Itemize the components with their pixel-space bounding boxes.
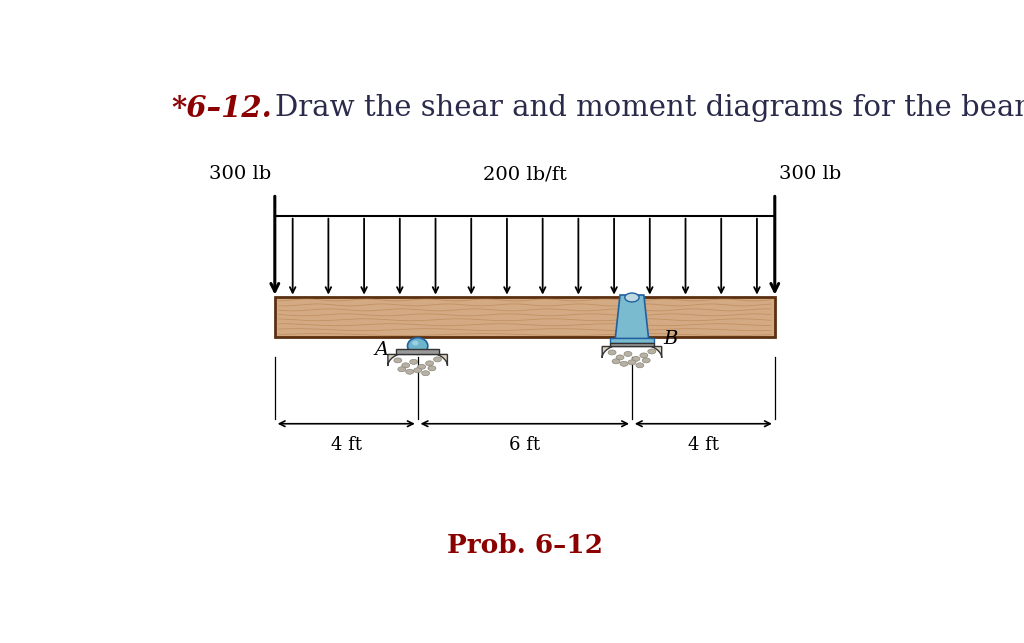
Text: Draw the shear and moment diagrams for the beam.: Draw the shear and moment diagrams for t… [274, 95, 1024, 122]
Text: *6–12.: *6–12. [172, 95, 272, 123]
Ellipse shape [408, 338, 428, 354]
Circle shape [401, 363, 410, 368]
Circle shape [612, 359, 621, 364]
Circle shape [608, 350, 616, 355]
Circle shape [621, 361, 628, 367]
Circle shape [397, 367, 406, 372]
Ellipse shape [412, 341, 419, 345]
Circle shape [632, 356, 640, 361]
Text: 4 ft: 4 ft [331, 436, 361, 454]
Bar [274, 298, 775, 337]
Text: 300 lb: 300 lb [209, 165, 270, 183]
Polygon shape [602, 343, 662, 358]
Text: 4 ft: 4 ft [688, 436, 719, 454]
Circle shape [394, 358, 401, 363]
Circle shape [628, 360, 636, 365]
Text: A: A [375, 341, 389, 359]
Text: 200 lb/ft: 200 lb/ft [483, 166, 566, 184]
Text: 6 ft: 6 ft [509, 436, 541, 454]
Circle shape [642, 358, 650, 363]
Circle shape [426, 361, 433, 366]
Text: Prob. 6–12: Prob. 6–12 [446, 532, 603, 557]
Bar [610, 338, 653, 343]
Circle shape [406, 369, 414, 374]
Polygon shape [615, 295, 648, 339]
Bar [396, 350, 439, 354]
Circle shape [410, 359, 418, 365]
Text: B: B [663, 330, 677, 348]
Circle shape [648, 349, 655, 354]
Text: 300 lb: 300 lb [778, 165, 841, 183]
Circle shape [625, 293, 639, 302]
Circle shape [428, 366, 436, 371]
Circle shape [616, 355, 624, 360]
Circle shape [418, 365, 426, 369]
Circle shape [640, 353, 648, 358]
Circle shape [433, 357, 441, 362]
Circle shape [624, 352, 632, 356]
Polygon shape [388, 350, 447, 366]
Circle shape [422, 371, 430, 376]
Circle shape [636, 363, 644, 368]
Circle shape [414, 368, 422, 373]
Bar [610, 343, 653, 347]
